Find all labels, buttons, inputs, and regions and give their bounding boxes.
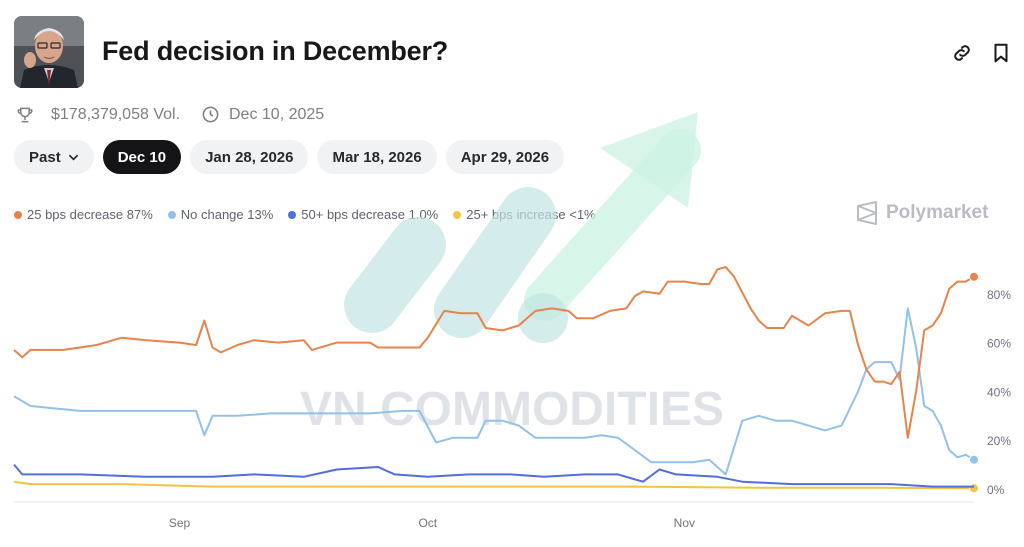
y-tick-label: 0% <box>987 483 1005 497</box>
volume-info: $178,379,058 Vol. <box>15 105 180 125</box>
legend-item[interactable]: 25 bps decrease 87% <box>14 207 153 222</box>
x-axis: Sep Oct Nov <box>169 516 695 530</box>
series-line <box>13 266 975 439</box>
watermark-arrow-head <box>600 112 698 208</box>
bookmark-icon[interactable] <box>990 42 1012 64</box>
legend-item[interactable]: No change 13% <box>167 207 274 222</box>
y-tick-label: 80% <box>987 288 1011 302</box>
legend-label: No change 13% <box>180 207 274 222</box>
legend-label: 50+ bps decrease 1.0% <box>301 207 439 222</box>
polymarket-icon <box>857 201 877 225</box>
watermark-bar <box>434 187 556 338</box>
volume-text: $178,379,058 Vol. <box>51 106 181 123</box>
tab-dec-10[interactable]: Dec 10 <box>102 140 182 174</box>
watermark-text: VN COMMODITIES <box>300 383 724 436</box>
powell-portrait-icon <box>14 16 84 88</box>
legend-dot <box>14 210 22 219</box>
legend-dot <box>167 210 176 219</box>
end-date-info: Dec 10, 2025 <box>201 105 324 124</box>
market-title: Fed decision in December? <box>102 36 449 66</box>
legend-item[interactable]: 50+ bps decrease 1.0% <box>288 207 438 222</box>
y-tick-label: 60% <box>987 337 1011 351</box>
end-date-text: Dec 10, 2025 <box>229 105 325 123</box>
legend-label: 25 bps decrease 87% <box>27 207 153 222</box>
watermark-bar <box>344 217 446 333</box>
vn-commodities-watermark: VN COMMODITIES <box>300 112 724 436</box>
y-axis: 0% 20% 40% 60% 80% <box>987 288 1011 497</box>
legend-dot <box>453 210 462 219</box>
x-tick-label: Nov <box>674 516 695 530</box>
series-end-marker <box>969 454 979 465</box>
trophy-icon <box>17 107 33 123</box>
market-avatar <box>14 16 84 88</box>
tab-mar-18[interactable]: Mar 18, 2026 <box>317 140 437 174</box>
series-end-marker <box>969 271 979 282</box>
y-tick-label: 40% <box>987 385 1011 399</box>
brand-name: Polymarket <box>886 202 989 223</box>
chevron-down-icon <box>68 154 78 161</box>
polymarket-logo: Polymarket <box>856 201 988 225</box>
series-line <box>13 463 974 488</box>
y-tick-label: 20% <box>987 434 1011 448</box>
watermark-dot <box>518 293 568 343</box>
series-line <box>13 480 975 490</box>
legend-dot <box>288 210 297 219</box>
tab-jan-28[interactable]: Jan 28, 2026 <box>190 140 309 174</box>
date-tabs: Past Dec 10 Jan 28, 2026 Mar 18, 2026 Ap… <box>14 140 565 174</box>
x-tick-label: Sep <box>169 516 191 530</box>
tab-apr-29[interactable]: Apr 29, 2026 <box>445 140 565 174</box>
link-icon[interactable] <box>951 42 973 64</box>
past-dropdown[interactable]: Past <box>14 140 94 174</box>
clock-icon <box>202 106 219 123</box>
series-end-marker <box>969 483 979 494</box>
past-label: Past <box>29 148 61 166</box>
x-tick-label: Oct <box>418 516 437 530</box>
series-layer <box>13 266 979 494</box>
